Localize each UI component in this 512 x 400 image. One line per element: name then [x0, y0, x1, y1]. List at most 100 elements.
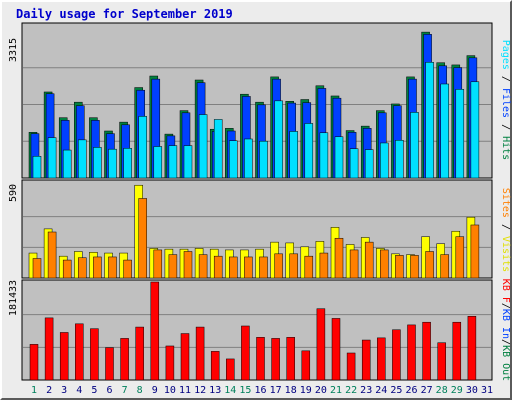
legend-kb-in: KB In: [500, 309, 511, 339]
bar-sites-day-9: [153, 249, 163, 279]
bar-pages-day-25: [395, 140, 404, 179]
day-label-17: 17: [270, 385, 282, 396]
bar-pages-day-2: [47, 137, 57, 179]
bar-kb-f-day-9: [150, 281, 160, 381]
bar-pages-day-24: [380, 142, 389, 179]
day-label-8: 8: [137, 385, 143, 396]
bar-sites-day-22: [349, 249, 359, 279]
bar-kb-f-day-6: [105, 347, 114, 381]
bar-kb-f-day-10: [165, 345, 175, 381]
day-label-13: 13: [209, 385, 221, 396]
bar-sites-day-17: [274, 253, 283, 279]
bar-pages-day-21: [334, 136, 344, 179]
bar-pages-day-12: [198, 114, 208, 179]
bar-pages-day-9: [153, 146, 163, 179]
bar-sites-day-12: [198, 254, 208, 279]
legend-visits: Visits: [500, 236, 511, 272]
bar-sites-day-8: [138, 198, 147, 279]
day-label-10: 10: [164, 385, 176, 396]
day-label-5: 5: [91, 385, 97, 396]
legend-kb-f: KB F: [500, 279, 511, 303]
bar-kb-f-day-22: [346, 352, 356, 381]
bar-kb-f-day-24: [377, 337, 386, 381]
day-label-21: 21: [330, 385, 342, 396]
bar-kb-f-day-16: [256, 337, 265, 381]
bar-kb-f-day-5: [90, 328, 99, 381]
day-label-12: 12: [194, 385, 206, 396]
bar-sites-day-23: [364, 241, 374, 279]
bar-pages-day-28: [440, 83, 449, 179]
bar-pages-day-18: [289, 131, 298, 179]
bar-sites-day-21: [334, 237, 344, 279]
bar-sites-day-29: [455, 236, 465, 279]
bar-kb-f-day-23: [361, 339, 371, 381]
day-label-1: 1: [31, 385, 37, 396]
hits-panel-max-label: 3315: [8, 38, 19, 62]
legend-hits: Hits: [500, 136, 511, 160]
day-label-31: 31: [481, 385, 493, 396]
bar-sites-day-2: [47, 231, 57, 279]
day-label-27: 27: [421, 385, 433, 396]
bar-kb-f-day-7: [120, 338, 129, 381]
kbytes-bars: [29, 281, 477, 381]
bar-pages-day-10: [168, 145, 178, 179]
bar-kb-f-day-19: [301, 350, 311, 381]
day-label-2: 2: [46, 385, 52, 396]
bar-kb-f-day-13: [210, 351, 220, 381]
bar-pages-day-1: [32, 156, 42, 179]
bar-sites-day-11: [183, 251, 193, 279]
visits-panel-grid: [23, 216, 491, 248]
bar-pages-day-27: [425, 62, 434, 179]
bar-pages-day-17: [274, 100, 283, 179]
bar-sites-day-27: [425, 251, 434, 279]
bar-pages-day-5: [93, 147, 102, 179]
bar-pages-day-13: [213, 119, 223, 179]
bar-sites-day-30: [470, 224, 480, 279]
day-label-26: 26: [405, 385, 417, 396]
bar-sites-day-10: [168, 254, 178, 279]
bar-pages-day-6: [108, 148, 117, 179]
bar-kb-f-day-27: [422, 321, 431, 381]
bar-pages-day-20: [319, 132, 329, 179]
bar-pages-day-3: [62, 149, 72, 179]
bar-sites-day-6: [108, 256, 117, 279]
day-label-18: 18: [285, 385, 297, 396]
bar-sites-day-28: [440, 254, 449, 279]
visits-sites-bars: [28, 184, 480, 279]
bar-sites-day-14: [229, 256, 238, 279]
day-label-4: 4: [76, 385, 82, 396]
bar-sites-day-1: [32, 258, 42, 279]
bar-kb-f-day-1: [29, 344, 39, 381]
bar-pages-day-11: [183, 145, 193, 179]
day-label-14: 14: [224, 385, 236, 396]
day-label-7: 7: [122, 385, 128, 396]
bar-kb-f-day-21: [331, 318, 341, 381]
bar-sites-day-19: [304, 255, 314, 279]
kbytes-panel-legend: KB F/KB In/KB Out: [500, 279, 511, 381]
bar-sites-day-15: [244, 256, 253, 279]
day-label-23: 23: [360, 385, 372, 396]
bar-kb-f-day-17: [271, 338, 280, 381]
bar-pages-day-23: [364, 149, 374, 179]
bar-sites-day-25: [395, 255, 404, 279]
bar-pages-day-30: [470, 81, 480, 179]
bar-pages-day-26: [410, 112, 419, 179]
bar-kb-f-day-30: [467, 316, 477, 381]
bar-sites-day-20: [319, 252, 329, 279]
bar-kb-f-day-2: [44, 317, 54, 381]
bar-kb-f-day-15: [241, 325, 250, 381]
day-label-16: 16: [254, 385, 266, 396]
bar-kb-f-day-14: [226, 358, 235, 381]
bar-kb-f-day-18: [286, 337, 295, 381]
bar-kb-f-day-8: [135, 326, 144, 381]
day-label-30: 30: [466, 385, 478, 396]
visits-panel-max-label: 590: [8, 184, 19, 202]
bar-sites-day-4: [78, 257, 87, 279]
day-label-25: 25: [390, 385, 402, 396]
bar-pages-day-14: [229, 140, 238, 179]
bar-pages-day-7: [123, 148, 132, 179]
day-label-11: 11: [179, 385, 191, 396]
bar-kb-f-day-12: [195, 326, 205, 381]
bar-kb-f-day-29: [452, 321, 462, 381]
legend-sites: Sites: [500, 188, 511, 218]
